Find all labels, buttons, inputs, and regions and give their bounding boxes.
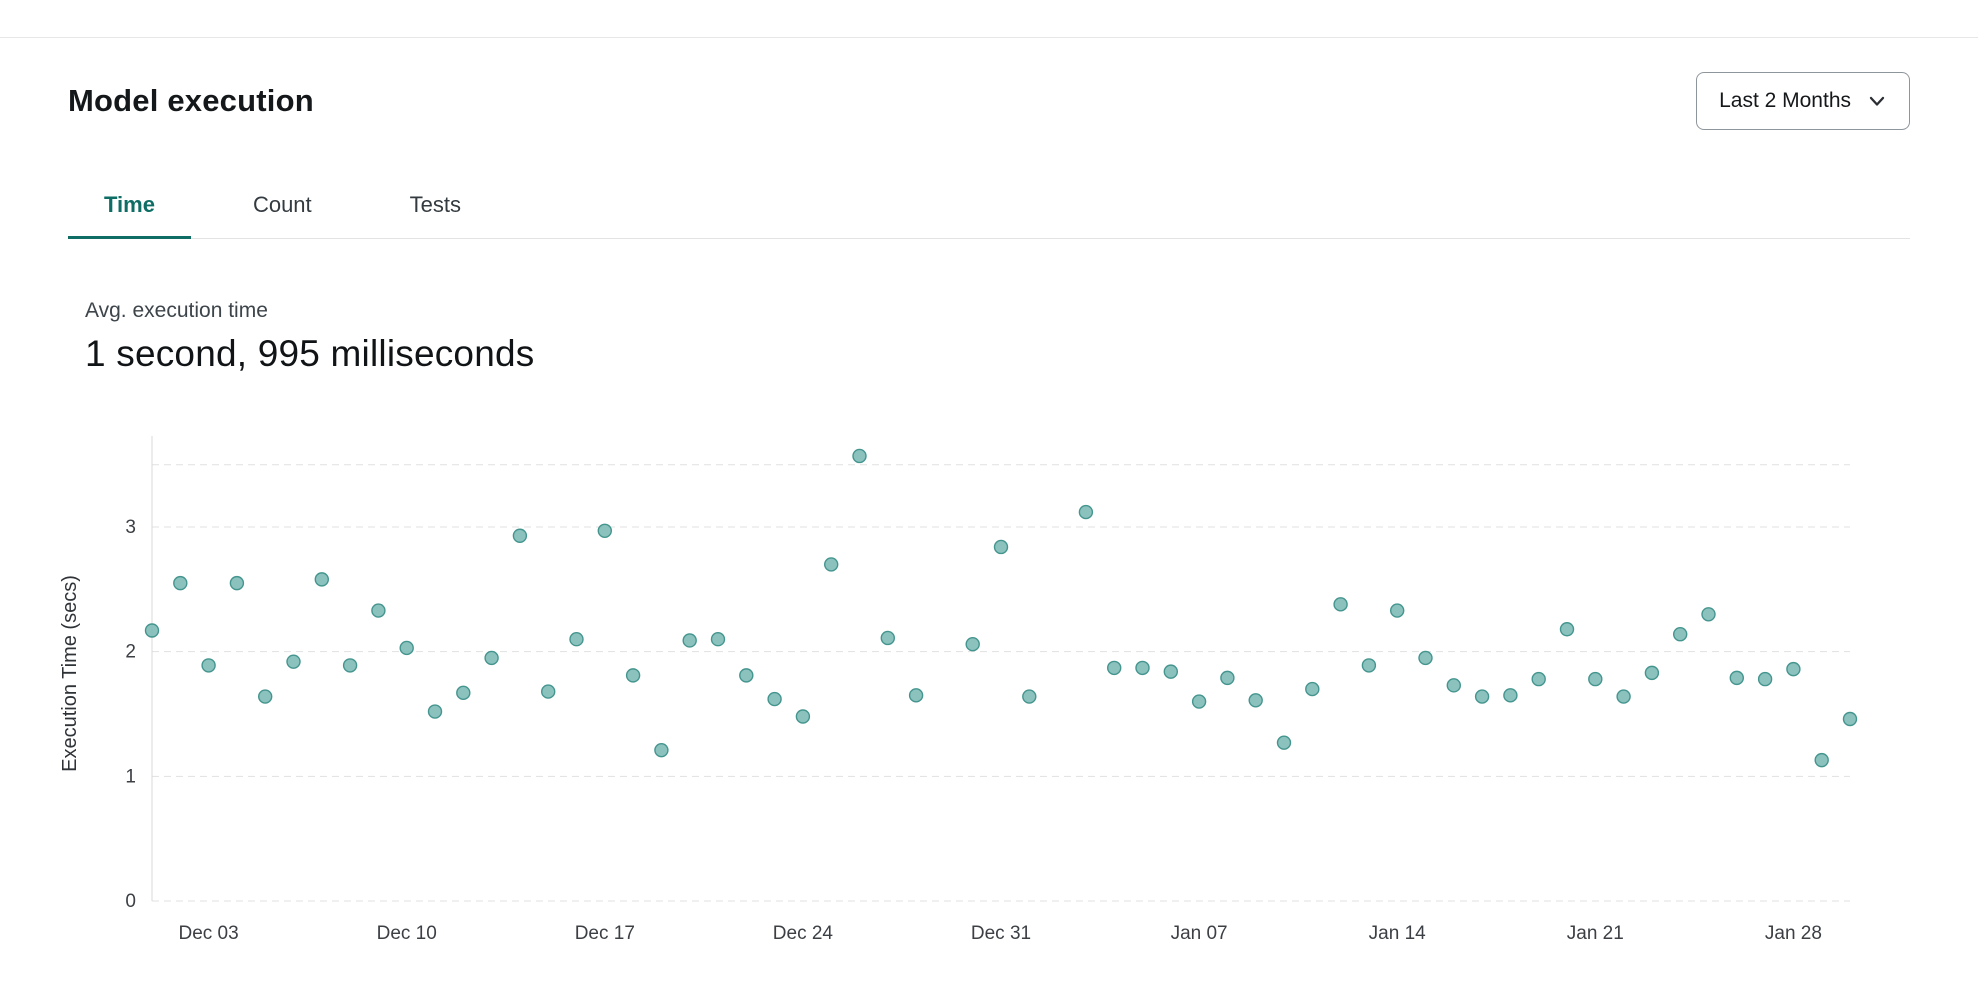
data-point[interactable] — [399, 640, 414, 656]
data-point[interactable] — [1361, 658, 1377, 673]
data-point[interactable] — [824, 557, 839, 572]
data-point[interactable] — [1220, 670, 1235, 686]
x-tick-label: Dec 24 — [773, 923, 834, 944]
y-tick-label: 0 — [125, 891, 136, 912]
date-range-selector[interactable]: Last 2 Months — [1696, 72, 1910, 130]
x-tick-label: Jan 14 — [1369, 923, 1426, 944]
chevron-down-icon — [1867, 91, 1887, 111]
data-point[interactable] — [173, 575, 188, 591]
y-tick-label: 1 — [125, 766, 136, 787]
page-title: Model execution — [68, 83, 314, 118]
data-point[interactable] — [1022, 689, 1037, 704]
data-point[interactable] — [1135, 660, 1150, 676]
data-point[interactable] — [258, 689, 273, 704]
data-point[interactable] — [201, 658, 216, 673]
data-point[interactable] — [625, 668, 641, 683]
data-point[interactable] — [1701, 607, 1716, 622]
data-point[interactable] — [654, 742, 669, 758]
data-point[interactable] — [1786, 661, 1801, 677]
data-point[interactable] — [1616, 689, 1631, 704]
execution-time-chart: 0 1 2 3 Dec 03 Dec 10 Dec 17 Dec 24 Dec 31 Jan 07… — [0, 400, 1978, 960]
data-point[interactable] — [993, 539, 1009, 555]
data-point[interactable] — [1191, 694, 1207, 709]
data-point[interactable] — [1757, 671, 1773, 687]
avg-execution-time-label: Avg. execution time — [85, 299, 268, 322]
data-point[interactable] — [1729, 670, 1745, 686]
avg-execution-time-value: 1 second, 995 milliseconds — [85, 333, 535, 374]
data-point[interactable] — [1333, 597, 1348, 612]
x-tick-label: Dec 03 — [178, 923, 238, 944]
data-point[interactable] — [1842, 711, 1858, 727]
tab-count[interactable]: Count — [252, 192, 312, 217]
data-point[interactable] — [144, 623, 160, 638]
data-point[interactable] — [1531, 671, 1546, 687]
tab-tests[interactable]: Tests — [409, 192, 462, 217]
data-point[interactable] — [1418, 650, 1433, 666]
tab-bar: Time Count Tests — [68, 192, 1910, 239]
data-point[interactable] — [597, 523, 612, 538]
data-point[interactable] — [427, 704, 443, 719]
date-range-label: Last 2 Months — [1719, 89, 1851, 112]
data-point[interactable] — [1474, 689, 1490, 704]
data-point[interactable] — [710, 632, 726, 647]
data-point[interactable] — [795, 709, 811, 724]
data-point[interactable] — [852, 448, 867, 464]
y-tick-label: 2 — [125, 642, 136, 663]
data-point[interactable] — [1588, 671, 1603, 687]
data-point[interactable] — [682, 633, 697, 648]
scatter-plot: 0 1 2 3 Dec 03 Dec 10 Dec 17 Dec 24 Dec 31 Jan 07… — [59, 436, 1858, 944]
tab-time[interactable]: Time — [68, 192, 191, 239]
data-point[interactable] — [1644, 665, 1660, 681]
data-point[interactable] — [1503, 688, 1518, 703]
data-point[interactable] — [965, 637, 980, 652]
data-point[interactable] — [1078, 504, 1094, 520]
data-point[interactable] — [1305, 681, 1320, 697]
data-point[interactable] — [512, 528, 528, 543]
top-divider — [0, 0, 1978, 38]
x-tick-label: Jan 21 — [1567, 923, 1624, 944]
data-point[interactable] — [1389, 603, 1405, 618]
x-tick-label: Dec 10 — [377, 923, 437, 944]
data-point[interactable] — [342, 658, 358, 673]
data-point[interactable] — [286, 654, 301, 669]
data-point[interactable] — [371, 603, 386, 618]
x-tick-label: Jan 07 — [1171, 923, 1228, 944]
data-point[interactable] — [1276, 735, 1292, 750]
data-point[interactable] — [1248, 693, 1263, 708]
x-tick-label: Dec 17 — [575, 923, 635, 944]
data-point[interactable] — [1106, 660, 1122, 676]
data-point[interactable] — [1672, 627, 1688, 642]
data-point[interactable] — [1446, 678, 1462, 693]
data-point[interactable] — [569, 632, 584, 647]
data-point[interactable] — [541, 684, 556, 699]
data-point[interactable] — [484, 650, 499, 666]
data-point[interactable] — [1559, 622, 1575, 637]
y-axis-title: Execution Time (secs) — [59, 575, 81, 772]
page-header: Model execution Last 2 Months — [68, 72, 1910, 130]
summary-section: Avg. execution time 1 second, 995 millis… — [85, 299, 1978, 375]
y-tick-label: 3 — [125, 517, 136, 538]
data-point[interactable] — [767, 691, 782, 707]
data-point[interactable] — [314, 572, 329, 587]
x-tick-label: Jan 28 — [1765, 923, 1822, 944]
data-point[interactable] — [908, 688, 924, 703]
data-point[interactable] — [1163, 664, 1179, 679]
data-point[interactable] — [229, 575, 245, 591]
data-point[interactable] — [456, 685, 471, 701]
x-tick-label: Dec 31 — [971, 923, 1031, 944]
data-point[interactable] — [739, 668, 754, 683]
data-point[interactable] — [1814, 752, 1829, 768]
data-point[interactable] — [880, 630, 895, 646]
